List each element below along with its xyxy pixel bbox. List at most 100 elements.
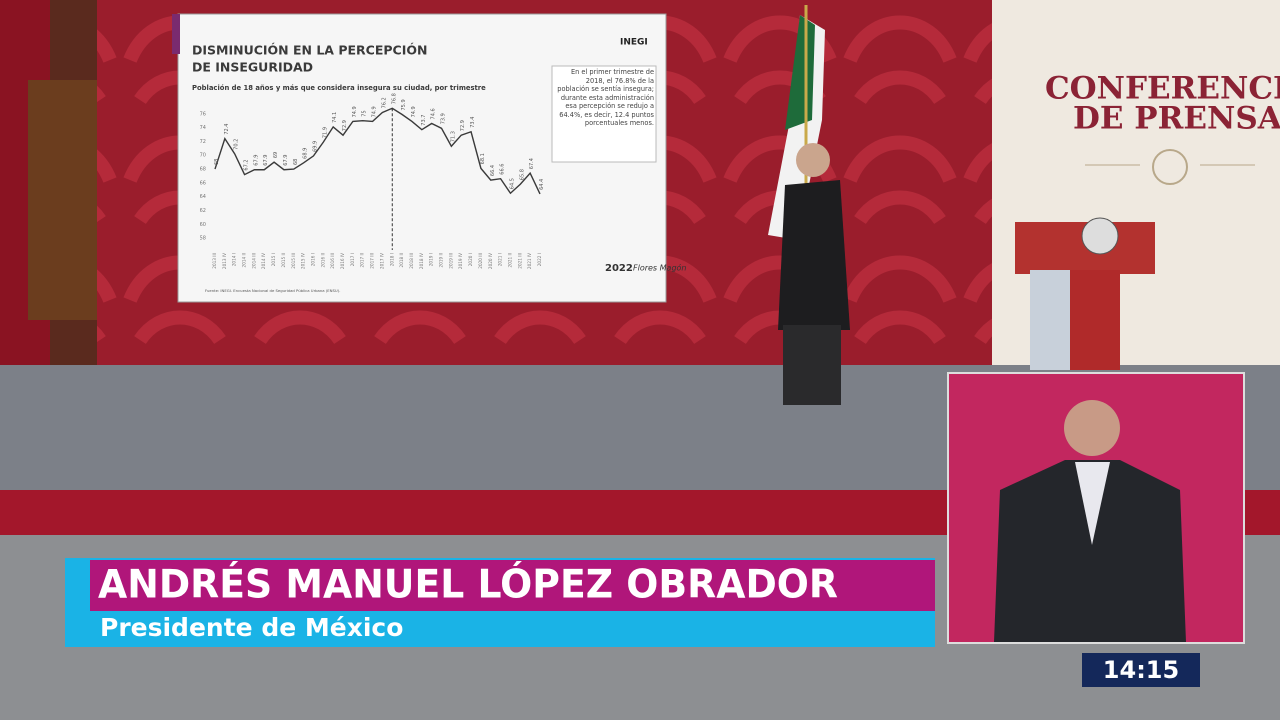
data-label: 74.6 [431,108,437,119]
data-label: 68.9 [303,148,309,159]
series-line [214,107,541,195]
x-tick-label: 2016 IV [340,253,345,269]
x-tick-label: 2016 III [330,253,335,269]
x-tick-label: 2022 I [537,253,542,266]
data-label: 71.3 [450,131,456,142]
data-label: 70.2 [234,139,240,150]
lower-third-name-bar [90,560,935,611]
y-tick-label: 62 [200,208,206,214]
data-label: 71.9 [322,127,328,138]
x-tick-label: 2017 II [360,253,365,267]
data-label: 73.7 [421,115,427,126]
data-label: 68 [214,159,220,165]
data-label: 69 [273,152,279,158]
interpreter-shirt [1075,462,1110,545]
speaker-name: ANDRÉS MANUEL LÓPEZ OBRADOR [98,561,838,608]
data-label: 64.5 [509,178,515,189]
data-label: 74.9 [352,106,358,117]
clock: 14:15 [1103,656,1179,684]
x-tick-label: 2020 IV [488,253,493,269]
y-tick-label: 66 [200,180,206,186]
data-label: 66.6 [500,164,506,175]
data-label: 76.2 [381,97,387,108]
x-tick-label: 2020 III [478,253,483,269]
data-label: 74.9 [372,106,378,117]
x-tick-label: 2018 III [409,253,414,269]
badge-year: 2022 [605,263,633,274]
data-label: 69.9 [312,141,318,152]
x-tick-label: 2014 II [242,253,247,267]
y-tick-label: 58 [200,236,206,242]
data-label: 72.9 [460,120,466,131]
x-tick-label: 2021 IV [527,253,532,269]
podium-seal [1081,217,1119,255]
logo: INEGI [620,38,648,48]
chart: 58 60 62 64 66 68 70 72 74 76 2013 III 2013 IV 2014 … [200,93,545,269]
podium-body [1070,270,1120,370]
data-label: 67.9 [283,155,289,166]
annotation: En el primer trimestre de 2018, el 76.8%… [557,68,654,128]
speaker-legs [783,325,841,405]
x-tick-label: 2018 I [389,253,394,266]
data-label: 67.9 [253,155,259,166]
data-label: 67.2 [244,159,250,170]
x-tick-label: 2019 III [448,253,453,269]
x-tick-label: 2015 III [291,253,296,269]
interpreter-body [994,460,1186,642]
x-tick-label: 2014 III [251,253,256,269]
data-label: 72.9 [342,120,348,131]
x-tick-label: 2020 I [468,253,473,266]
x-tick-label: 2017 III [370,253,375,269]
x-tick-label: 2015 I [271,253,276,266]
x-tick-label: 2018 IV [419,253,424,269]
data-label: 67.9 [263,155,269,166]
speaker-body [778,180,850,330]
chart-title: DISMINUCIÓN EN LA PERCEPCIÓN [192,43,427,58]
data-label: 75 [362,110,368,116]
clock-box [1082,653,1200,687]
annotation-holder: En el primer trimestre de 2018, el 76.8%… [557,68,654,128]
x-tick-label: 2013 IV [222,253,227,269]
x-tick-label: 2016 I [310,253,315,266]
data-label: 64.4 [539,179,545,190]
y-tick-label: 70 [200,153,206,159]
x-tick-label: 2019 I [429,253,434,266]
y-tick-label: 74 [200,125,206,131]
y-tick-label: 72 [200,139,206,145]
chart-title: DE INSEGURIDAD [192,60,313,75]
badge-name: Flores Magón [633,263,687,273]
data-label: 66.4 [490,165,496,176]
data-label: 74.1 [332,112,338,123]
data-label: 75.9 [401,99,407,110]
speaker-head [796,143,830,177]
x-tick-label: 2021 I [498,253,503,266]
x-tick-label: 2013 III [212,253,217,269]
data-label: 76.8 [391,93,397,104]
x-tick-label: 2021 III [517,253,522,269]
y-tick-label: 60 [200,222,206,228]
data-label: 68.1 [480,153,486,164]
x-tick-label: 2019 II [439,253,444,267]
data-label: 65.8 [519,169,525,180]
x-tick-label: 2021 II [507,253,512,267]
y-tick-label: 68 [200,167,206,173]
backdrop-title: DE PRENSA [1073,101,1280,137]
emblem [1152,149,1188,185]
x-tick-label: 2015 II [281,253,286,267]
data-label: 74.9 [411,106,417,117]
x-tick-label: 2017 I [350,253,355,266]
x-tick-label: 2014 IV [261,253,266,269]
source: Fuente: INEGI. Encuesta Nacional de Segu… [205,288,340,293]
chart-subtitle: Población de 18 años y más que considera… [192,84,486,92]
x-tick-label: 2019 IV [458,253,463,269]
data-label: 72.4 [224,124,230,135]
interpreter-head [1064,400,1120,456]
x-tick-label: 2014 I [232,253,237,266]
data-label: 73.9 [441,113,447,124]
podium-stand [1030,270,1070,370]
speaker-role: Presidente de México [100,613,403,642]
x-tick-label: 2016 II [320,253,325,267]
data-label: 73.4 [470,117,476,128]
